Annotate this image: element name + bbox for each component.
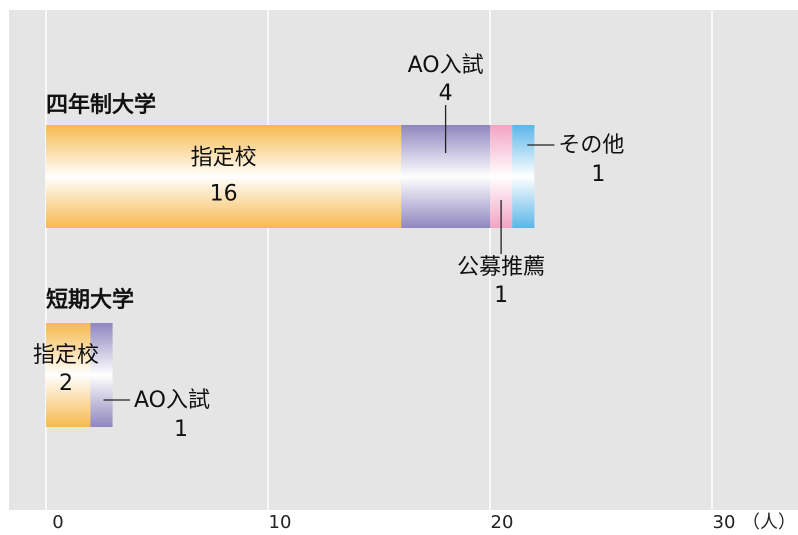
data-label-0-1-name: AO入試 — [408, 53, 484, 78]
data-label-0-2-value: 1 — [494, 283, 508, 308]
data-label-0-0-name: 指定校 — [191, 146, 257, 171]
bar-1-0 — [46, 323, 91, 427]
plot-background — [9, 10, 798, 510]
bar-0-3 — [512, 125, 535, 228]
bar-0-0 — [46, 125, 402, 228]
data-label-1-1-name: AO入試 — [134, 388, 210, 413]
x-tick-label-10: 10 — [269, 512, 292, 533]
data-label-0-3-value: 1 — [591, 162, 605, 187]
data-label-0-0-value: 16 — [210, 182, 238, 207]
x-axis-unit: （人） — [742, 512, 796, 533]
category-label-0: 四年制大学 — [46, 92, 156, 118]
data-label-1-1-value: 1 — [174, 417, 188, 442]
bar-1-1 — [90, 323, 113, 427]
data-label-1-0-name: 指定校 — [33, 343, 99, 368]
x-tick-label-0: 0 — [52, 512, 63, 533]
x-tick-label-30: 30 — [713, 512, 736, 533]
data-label-0-2-name: 公募推薦 — [457, 255, 545, 280]
category-label-1: 短期大学 — [46, 287, 134, 313]
data-label-0-1-value: 4 — [439, 81, 453, 106]
data-label-0-3-name: その他 — [558, 133, 624, 158]
bar-0-2 — [490, 125, 513, 228]
data-label-1-0-value: 2 — [59, 371, 73, 396]
x-tick-label-20: 20 — [491, 512, 514, 533]
